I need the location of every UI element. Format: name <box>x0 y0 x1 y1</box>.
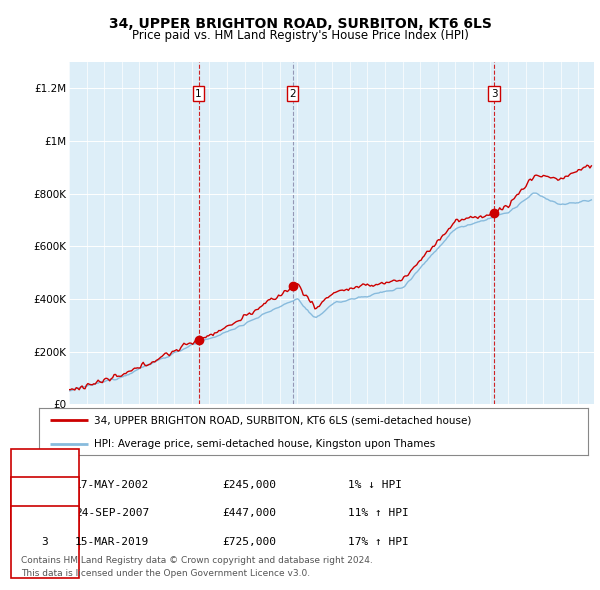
Text: Contains HM Land Registry data © Crown copyright and database right 2024.: Contains HM Land Registry data © Crown c… <box>21 556 373 565</box>
Text: 3: 3 <box>491 88 497 99</box>
Text: HPI: Average price, semi-detached house, Kingston upon Thames: HPI: Average price, semi-detached house,… <box>94 439 435 448</box>
Text: 1: 1 <box>195 88 202 99</box>
Text: 24-SEP-2007: 24-SEP-2007 <box>75 509 149 518</box>
Text: Price paid vs. HM Land Registry's House Price Index (HPI): Price paid vs. HM Land Registry's House … <box>131 30 469 42</box>
Text: £725,000: £725,000 <box>222 537 276 546</box>
Text: 3: 3 <box>41 537 49 546</box>
Text: 34, UPPER BRIGHTON ROAD, SURBITON, KT6 6LS (semi-detached house): 34, UPPER BRIGHTON ROAD, SURBITON, KT6 6… <box>94 415 471 425</box>
Text: £447,000: £447,000 <box>222 509 276 518</box>
Text: 1% ↓ HPI: 1% ↓ HPI <box>348 480 402 490</box>
Text: 1: 1 <box>41 480 49 490</box>
Text: 2: 2 <box>41 509 49 518</box>
Text: 34, UPPER BRIGHTON ROAD, SURBITON, KT6 6LS: 34, UPPER BRIGHTON ROAD, SURBITON, KT6 6… <box>109 17 491 31</box>
Text: This data is licensed under the Open Government Licence v3.0.: This data is licensed under the Open Gov… <box>21 569 310 578</box>
Text: 2: 2 <box>289 88 296 99</box>
Text: £245,000: £245,000 <box>222 480 276 490</box>
Text: 15-MAR-2019: 15-MAR-2019 <box>75 537 149 546</box>
Text: 11% ↑ HPI: 11% ↑ HPI <box>348 509 409 518</box>
Text: 17% ↑ HPI: 17% ↑ HPI <box>348 537 409 546</box>
Text: 17-MAY-2002: 17-MAY-2002 <box>75 480 149 490</box>
